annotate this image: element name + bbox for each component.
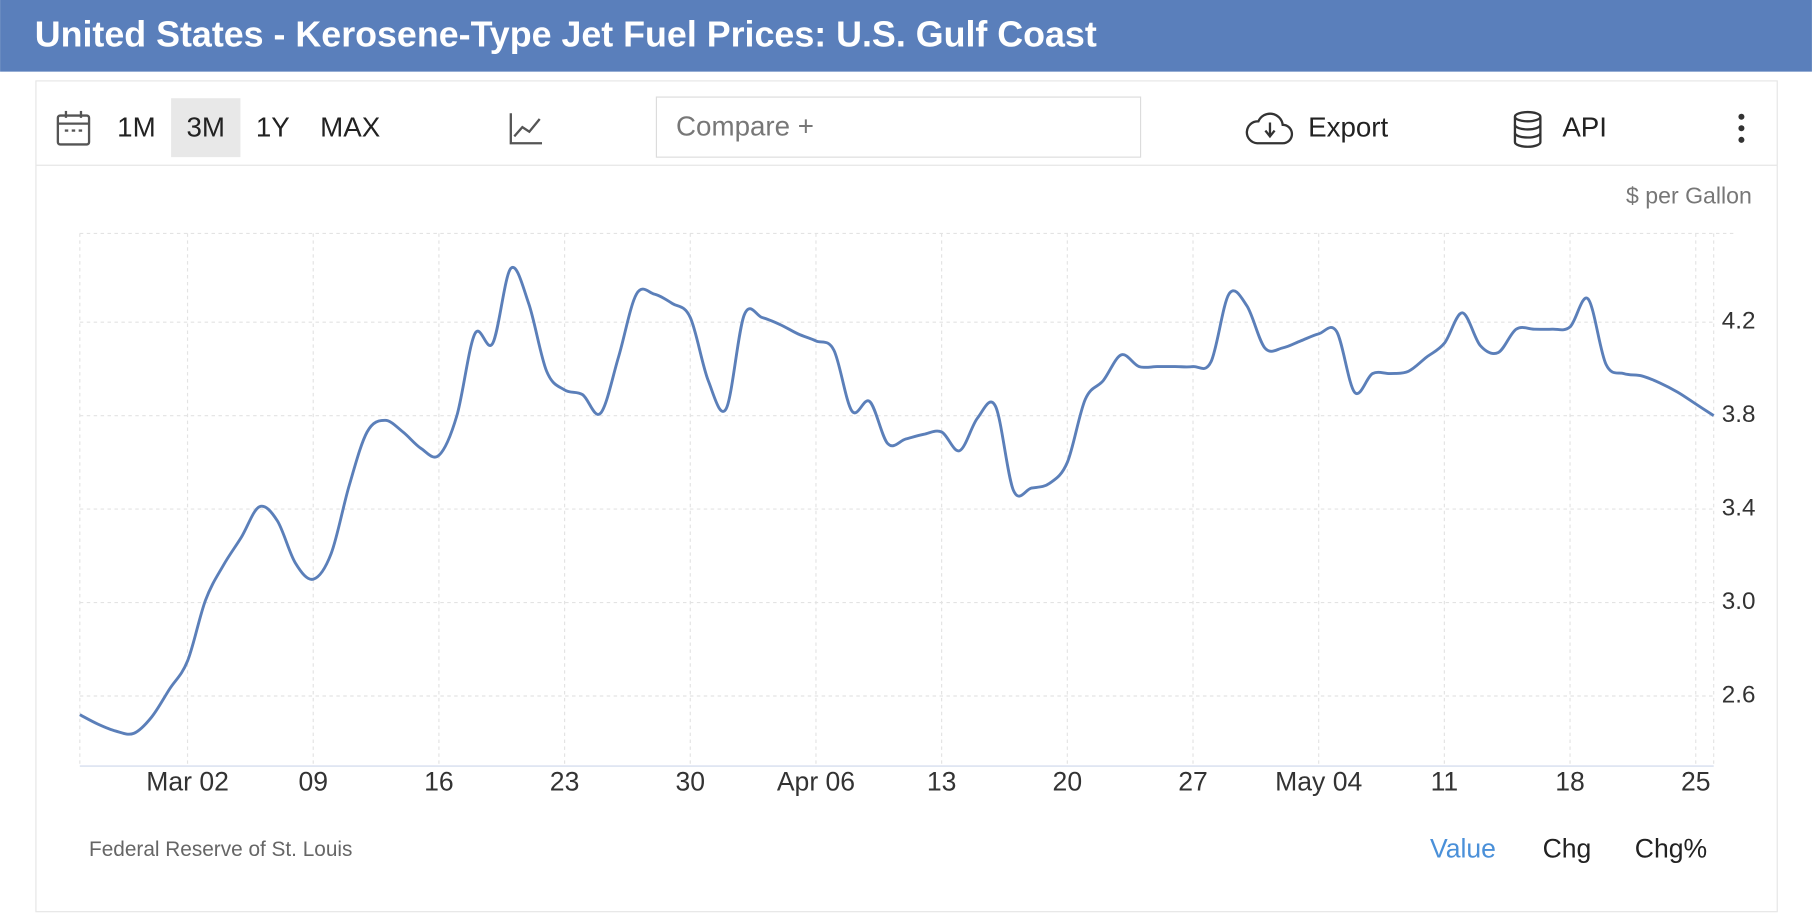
price-line (79, 265, 1715, 736)
more-menu[interactable] (1738, 113, 1745, 143)
range-button[interactable]: MAX (320, 112, 380, 143)
x-tick-label: 23 (550, 766, 580, 796)
range-button[interactable]: 1Y (256, 112, 290, 143)
y-tick-label: 3.0 (1722, 588, 1756, 615)
header-bar (0, 0, 1812, 72)
card (35, 80, 1778, 913)
y-tick-label: 3.4 (1722, 495, 1756, 522)
y-tick-label: 4.2 (1722, 308, 1756, 335)
api-icon[interactable] (1513, 110, 1542, 148)
calendar-icon[interactable] (56, 110, 91, 146)
api-button[interactable]: API (1562, 112, 1607, 143)
x-tick-label: May 04 (1275, 766, 1362, 796)
range-button[interactable]: 1M (117, 112, 156, 143)
x-tick-label: 09 (298, 766, 328, 796)
source-label: Federal Reserve of St. Louis (89, 838, 352, 861)
y-tick-label: 3.8 (1722, 401, 1756, 428)
x-tick-label: 13 (927, 766, 957, 796)
chart-type-icon[interactable] (509, 113, 543, 145)
export-button[interactable]: Export (1308, 112, 1388, 143)
unit-label: $ per Gallon (1626, 183, 1752, 209)
x-tick-label: 18 (1555, 766, 1585, 796)
export-icon[interactable] (1245, 112, 1294, 145)
page-title: United States - Kerosene-Type Jet Fuel P… (35, 14, 1097, 54)
range-button[interactable]: 3M (187, 112, 226, 143)
x-tick-label: 16 (424, 766, 454, 796)
value-tab[interactable]: Chg% (1635, 833, 1707, 863)
compare-box[interactable] (655, 96, 1142, 158)
x-tick-label: 30 (676, 766, 706, 796)
x-tick-label: 25 (1681, 766, 1711, 796)
x-tick-label: Apr 06 (777, 766, 855, 796)
x-tick-label: 11 (1431, 766, 1459, 796)
x-tick-label: Mar 02 (146, 766, 229, 796)
x-tick-label: 27 (1178, 766, 1208, 796)
value-tab[interactable]: Value (1430, 833, 1496, 863)
range-selected-bg (171, 98, 241, 158)
x-tick-label: 20 (1053, 766, 1083, 796)
y-tick-label: 2.6 (1722, 681, 1756, 708)
compare-input[interactable]: Compare + (676, 111, 814, 142)
value-tab[interactable]: Chg (1543, 833, 1592, 863)
